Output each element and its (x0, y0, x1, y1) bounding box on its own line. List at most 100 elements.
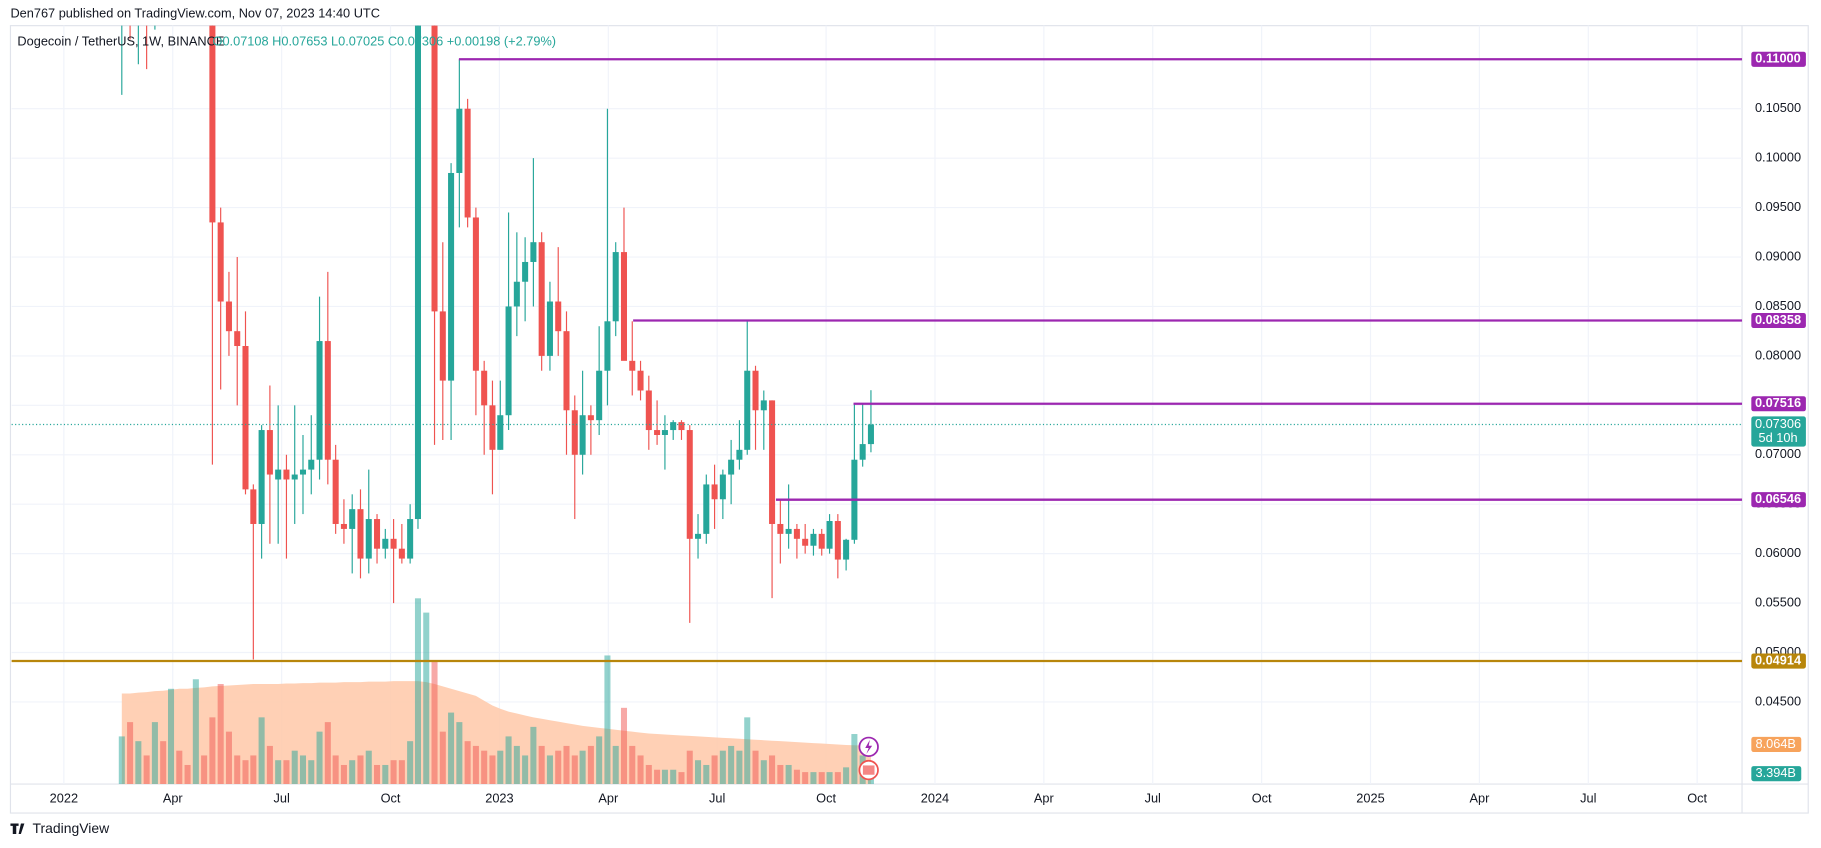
volume-bar (645, 764, 652, 785)
candle-body (291, 474, 298, 480)
volume-bar (711, 755, 718, 785)
volume-bar (546, 755, 553, 785)
volume-bar (135, 741, 142, 785)
volume-bar (489, 755, 496, 785)
volume-bar (431, 660, 438, 785)
volume-bar (834, 772, 841, 785)
volume-ma-tag (1751, 736, 1802, 753)
candle-body (431, 25, 438, 312)
volume-bar (670, 769, 677, 785)
volume-bar (587, 745, 594, 785)
candle-body (234, 331, 241, 347)
candle-body (464, 108, 471, 218)
level-label: 0.04914 (1755, 652, 1802, 667)
volume-bar (481, 750, 488, 785)
volume-bar (571, 755, 578, 785)
candle-body (826, 521, 833, 549)
y-tick-label: 0.07000 (1755, 446, 1801, 461)
volume-bar (802, 772, 809, 785)
volume-bar (596, 736, 603, 785)
volume-bar (456, 722, 463, 785)
candle-body (407, 519, 414, 559)
candle-body (398, 548, 405, 559)
candle-body (670, 422, 677, 431)
levels (11, 58, 1743, 663)
volume-bar (505, 736, 512, 785)
lightning-glyph (865, 739, 873, 754)
level-tag (1751, 653, 1806, 669)
volume-bar (530, 726, 537, 785)
volume-bar (349, 760, 356, 785)
countdown-label: 5d 10h (1759, 430, 1798, 445)
x-tick-label: 2025 (1356, 790, 1384, 805)
x-tick-label: 2024 (921, 790, 949, 805)
volume-bar (299, 755, 307, 785)
candle-body (555, 301, 562, 332)
volume-bar (184, 764, 191, 785)
level-tag (1751, 51, 1806, 67)
volume-bar (209, 717, 216, 785)
level-label: 0.08358 (1755, 312, 1801, 327)
last-price-label: 0.07306 (1755, 416, 1801, 431)
footer-logo: TradingView (10, 820, 110, 836)
volume-tag (1751, 766, 1802, 782)
candle-body (810, 533, 817, 546)
candle-body (308, 459, 315, 470)
candle-body (695, 533, 702, 539)
candle-body (258, 430, 265, 524)
chart-frame (9, 25, 1809, 814)
candle-body (448, 172, 455, 381)
candle-body (661, 430, 668, 435)
x-tick-label: Jul (1145, 790, 1161, 805)
volume-bar (497, 750, 504, 785)
volume-bar (777, 764, 784, 785)
candle-body (645, 390, 652, 431)
level-label: 0.11000 (1755, 51, 1800, 66)
volume-ma-label: 8.064B (1755, 736, 1795, 751)
volume-bar (629, 745, 636, 785)
legend-symbol: Dogecoin / TetherUS, 1W, BINANCE (17, 33, 224, 48)
volume-bar (374, 764, 381, 785)
x-tick-label: Oct (1252, 790, 1272, 805)
volume-bar (283, 760, 290, 785)
candle-body (587, 415, 594, 421)
candle-body (834, 521, 841, 560)
y-tick-label: 0.06000 (1755, 545, 1801, 560)
volume-bar (513, 745, 520, 785)
candle-body (769, 400, 776, 524)
candle-body (752, 370, 759, 411)
candle-body (266, 430, 273, 475)
volume-bar (678, 772, 685, 785)
candle-body (530, 242, 537, 262)
volume-bar (308, 760, 315, 785)
volume-bar (612, 745, 619, 785)
volume-bar (242, 760, 249, 785)
candle-body (711, 484, 718, 500)
volume-bar (390, 760, 397, 785)
volume-ma-area (121, 681, 871, 785)
volume-bar (760, 760, 767, 785)
y-tick-label: 0.09000 (1755, 248, 1801, 263)
published-note: Den767 published on TradingView.com, Nov… (10, 5, 379, 20)
candle-body (571, 410, 578, 455)
volume-bar (407, 741, 414, 785)
candle-body (596, 370, 603, 421)
candle-body (744, 370, 751, 450)
candle-body (867, 424, 874, 445)
candle-body (760, 400, 767, 411)
candle-body (283, 469, 290, 480)
volume-bar (201, 755, 208, 785)
candle-body (365, 519, 372, 559)
volume-bar (332, 755, 339, 785)
volume-bar (127, 722, 134, 785)
x-tick-label: Apr (1469, 790, 1490, 805)
volume-bar (316, 731, 323, 785)
candle-body (275, 469, 282, 480)
x-tick-label: Oct (1687, 790, 1707, 805)
volume-bar (258, 717, 265, 785)
candle-body (538, 242, 545, 356)
candle-body (316, 341, 323, 460)
y-tick-label: 0.08500 (1755, 298, 1801, 313)
candle-body (612, 252, 619, 322)
